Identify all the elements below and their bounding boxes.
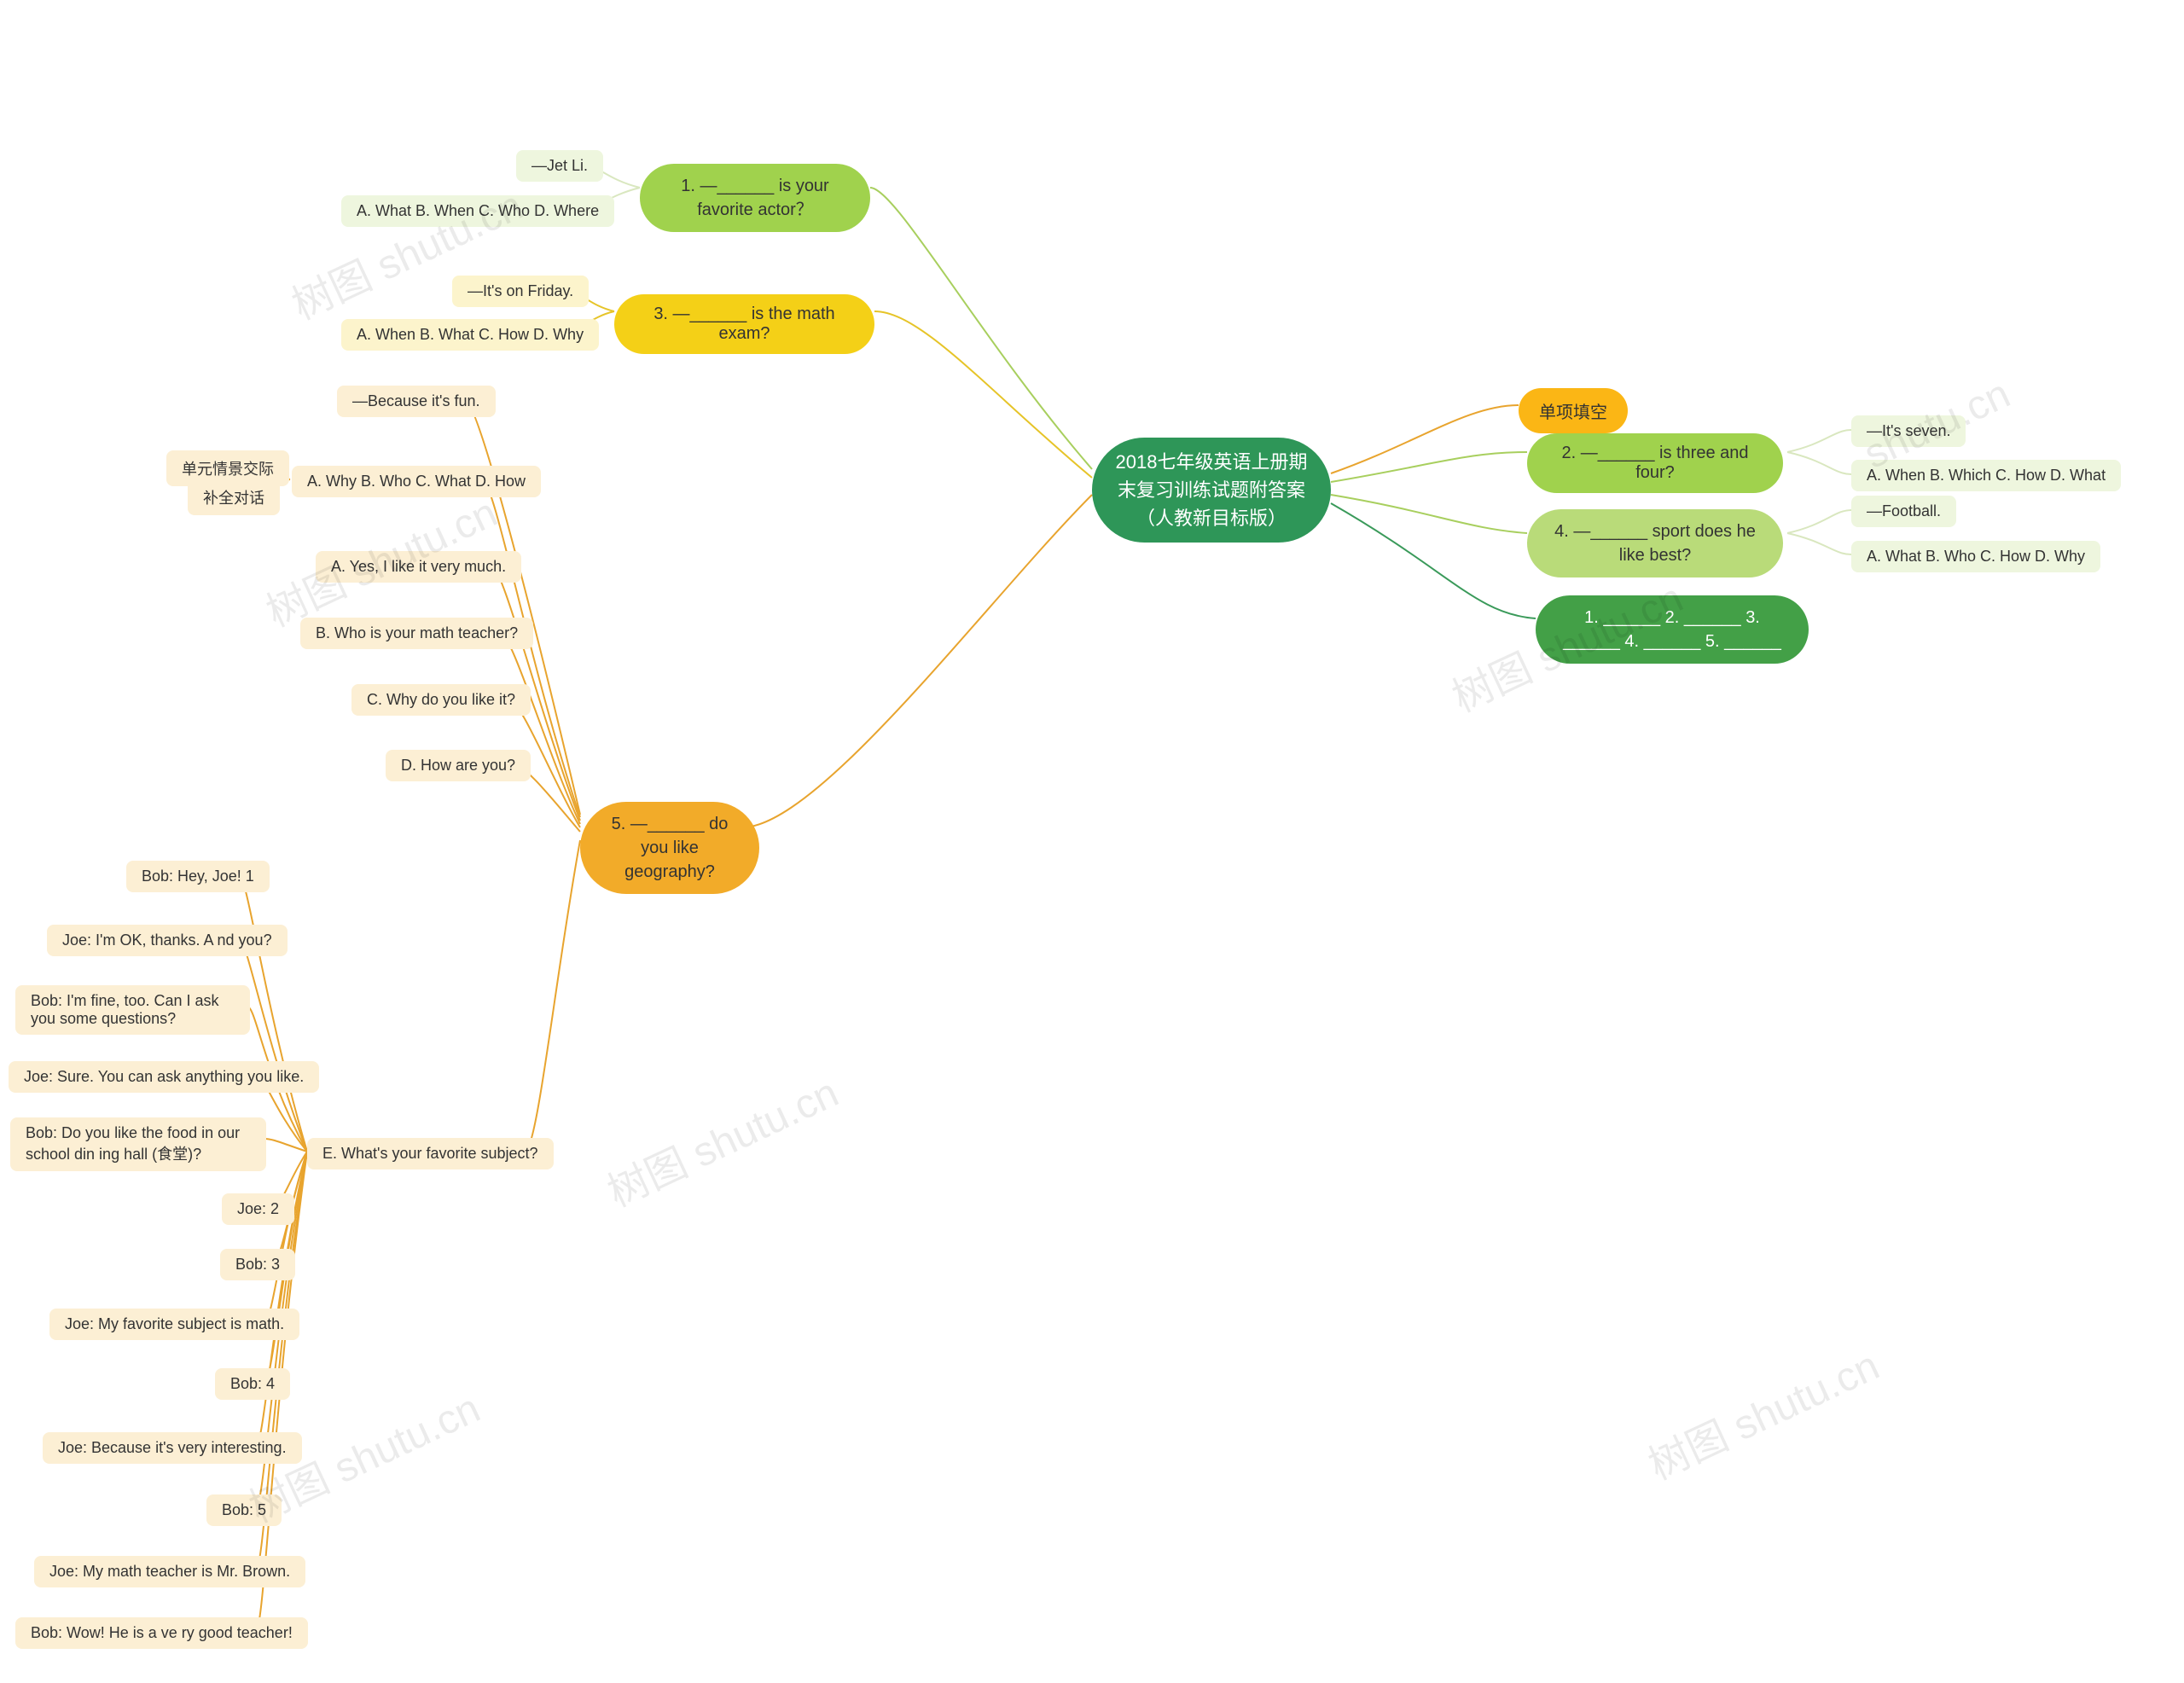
node-g2: Joe: I'm OK, thanks. A nd you?: [47, 925, 288, 956]
node-answers: 1. ______ 2. ______ 3. ______ 4. ______ …: [1536, 595, 1809, 664]
label: Bob: Wow! He is a ve ry good teacher!: [31, 1624, 293, 1642]
node-q5c: A. Yes, I like it very much.: [316, 551, 521, 583]
label: A. When B. Which C. How D. What: [1867, 467, 2106, 485]
label: 3. —______ is the math exam?: [635, 305, 854, 344]
node-q5a: —Because it's fun.: [337, 386, 496, 417]
node-g9: Bob: 4: [215, 1368, 290, 1400]
label: —It's on Friday.: [468, 282, 573, 300]
label: —Jet Li.: [531, 157, 588, 175]
node-g1: Bob: Hey, Joe! 1: [126, 861, 270, 892]
node-g7: Bob: 3: [220, 1249, 295, 1280]
label: Joe: Sure. You can ask anything you like…: [24, 1068, 304, 1086]
node-q5d: B. Who is your math teacher?: [300, 618, 533, 649]
label: Bob: 5: [222, 1501, 266, 1519]
node-g8: Joe: My favorite subject is math.: [49, 1309, 299, 1340]
node-q5e: C. Why do you like it?: [351, 684, 531, 716]
label: —It's seven.: [1867, 422, 1950, 440]
label: A. When B. What C. How D. Why: [357, 326, 584, 344]
node-g10: Joe: Because it's very interesting.: [43, 1432, 302, 1464]
watermark: 树图 shutu.cn: [1637, 1332, 1887, 1491]
node-g13: Bob: Wow! He is a ve ry good teacher!: [15, 1617, 308, 1649]
label: D. How are you?: [401, 757, 515, 775]
label: Bob: Do you like the food in our school …: [26, 1124, 251, 1164]
label: 1. ______ 2. ______ 3. ______ 4. ______ …: [1556, 606, 1788, 653]
label: C. Why do you like it?: [367, 691, 515, 709]
label: 4. —______ sport does he like best?: [1548, 519, 1763, 567]
label: 1. —______ is your favorite actor？: [660, 174, 850, 222]
label: Bob: 4: [230, 1375, 275, 1393]
node-q4-a: —Football.: [1851, 496, 1956, 527]
node-fill-blank: 单项填空: [1519, 388, 1628, 433]
node-q2-b: A. When B. Which C. How D. What: [1851, 460, 2121, 491]
label: Joe: I'm OK, thanks. A nd you?: [62, 931, 272, 949]
node-q3: 3. —______ is the math exam?: [614, 294, 874, 354]
label: —Football.: [1867, 502, 1941, 520]
node-q1-a: —Jet Li.: [516, 150, 603, 182]
node-g5: Bob: Do you like the food in our school …: [10, 1117, 266, 1171]
mindmap-root: 2018七年级英语上册期末复习训练试题附答案（人教新目标版）: [1092, 438, 1331, 543]
node-q2: 2. —______ is three and four?: [1527, 433, 1783, 493]
label: Joe: Because it's very interesting.: [58, 1439, 287, 1457]
label: Joe: My favorite subject is math.: [65, 1315, 284, 1333]
node-q3-a: —It's on Friday.: [452, 276, 589, 307]
label: Joe: My math teacher is Mr. Brown.: [49, 1563, 290, 1581]
node-g3: Bob: I'm fine, too. Can I ask you some q…: [15, 985, 250, 1035]
label: 单项填空: [1539, 398, 1607, 423]
node-q1: 1. —______ is your favorite actor？: [640, 164, 870, 232]
mindmap-connections: [0, 0, 2184, 1683]
label: Bob: Hey, Joe! 1: [142, 868, 254, 885]
label: 补全对话: [203, 486, 264, 508]
label: —Because it's fun.: [352, 392, 480, 410]
label: 2. —______ is three and four?: [1548, 444, 1763, 483]
label: A. What B. Who C. How D. Why: [1867, 548, 2085, 566]
label: E. What's your favorite subject?: [322, 1145, 538, 1163]
label: 5. —______ do you like geography?: [601, 812, 739, 884]
node-q4: 4. —______ sport does he like best?: [1527, 509, 1783, 577]
label: Bob: I'm fine, too. Can I ask you some q…: [31, 992, 235, 1028]
label: 单元情景交际: [182, 457, 274, 479]
node-q1-b: A. What B. When C. Who D. Where: [341, 195, 614, 227]
root-label: 2018七年级英语上册期末复习训练试题附答案（人教新目标版）: [1112, 448, 1310, 532]
label: A. Yes, I like it very much.: [331, 558, 506, 576]
watermark: 树图 shutu.cn: [596, 1059, 846, 1218]
node-g12: Joe: My math teacher is Mr. Brown.: [34, 1556, 305, 1587]
label: A. Why B. Who C. What D. How: [307, 473, 526, 490]
node-q5g: E. What's your favorite subject?: [307, 1138, 554, 1169]
node-q3-b: A. When B. What C. How D. Why: [341, 319, 599, 351]
node-q2-a: —It's seven.: [1851, 415, 1966, 447]
node-g6: Joe: 2: [222, 1193, 294, 1225]
node-g11: Bob: 5: [206, 1494, 282, 1526]
node-q4-b: A. What B. Who C. How D. Why: [1851, 541, 2100, 572]
label: B. Who is your math teacher?: [316, 624, 518, 642]
node-q5f: D. How are you?: [386, 750, 531, 781]
node-q5b: A. Why B. Who C. What D. How: [292, 466, 541, 497]
node-q5: 5. —______ do you like geography?: [580, 802, 759, 894]
node-g4: Joe: Sure. You can ask anything you like…: [9, 1061, 319, 1093]
node-q5b2: 补全对话: [188, 479, 280, 515]
label: Bob: 3: [235, 1256, 280, 1274]
label: A. What B. When C. Who D. Where: [357, 202, 599, 220]
label: Joe: 2: [237, 1200, 279, 1218]
